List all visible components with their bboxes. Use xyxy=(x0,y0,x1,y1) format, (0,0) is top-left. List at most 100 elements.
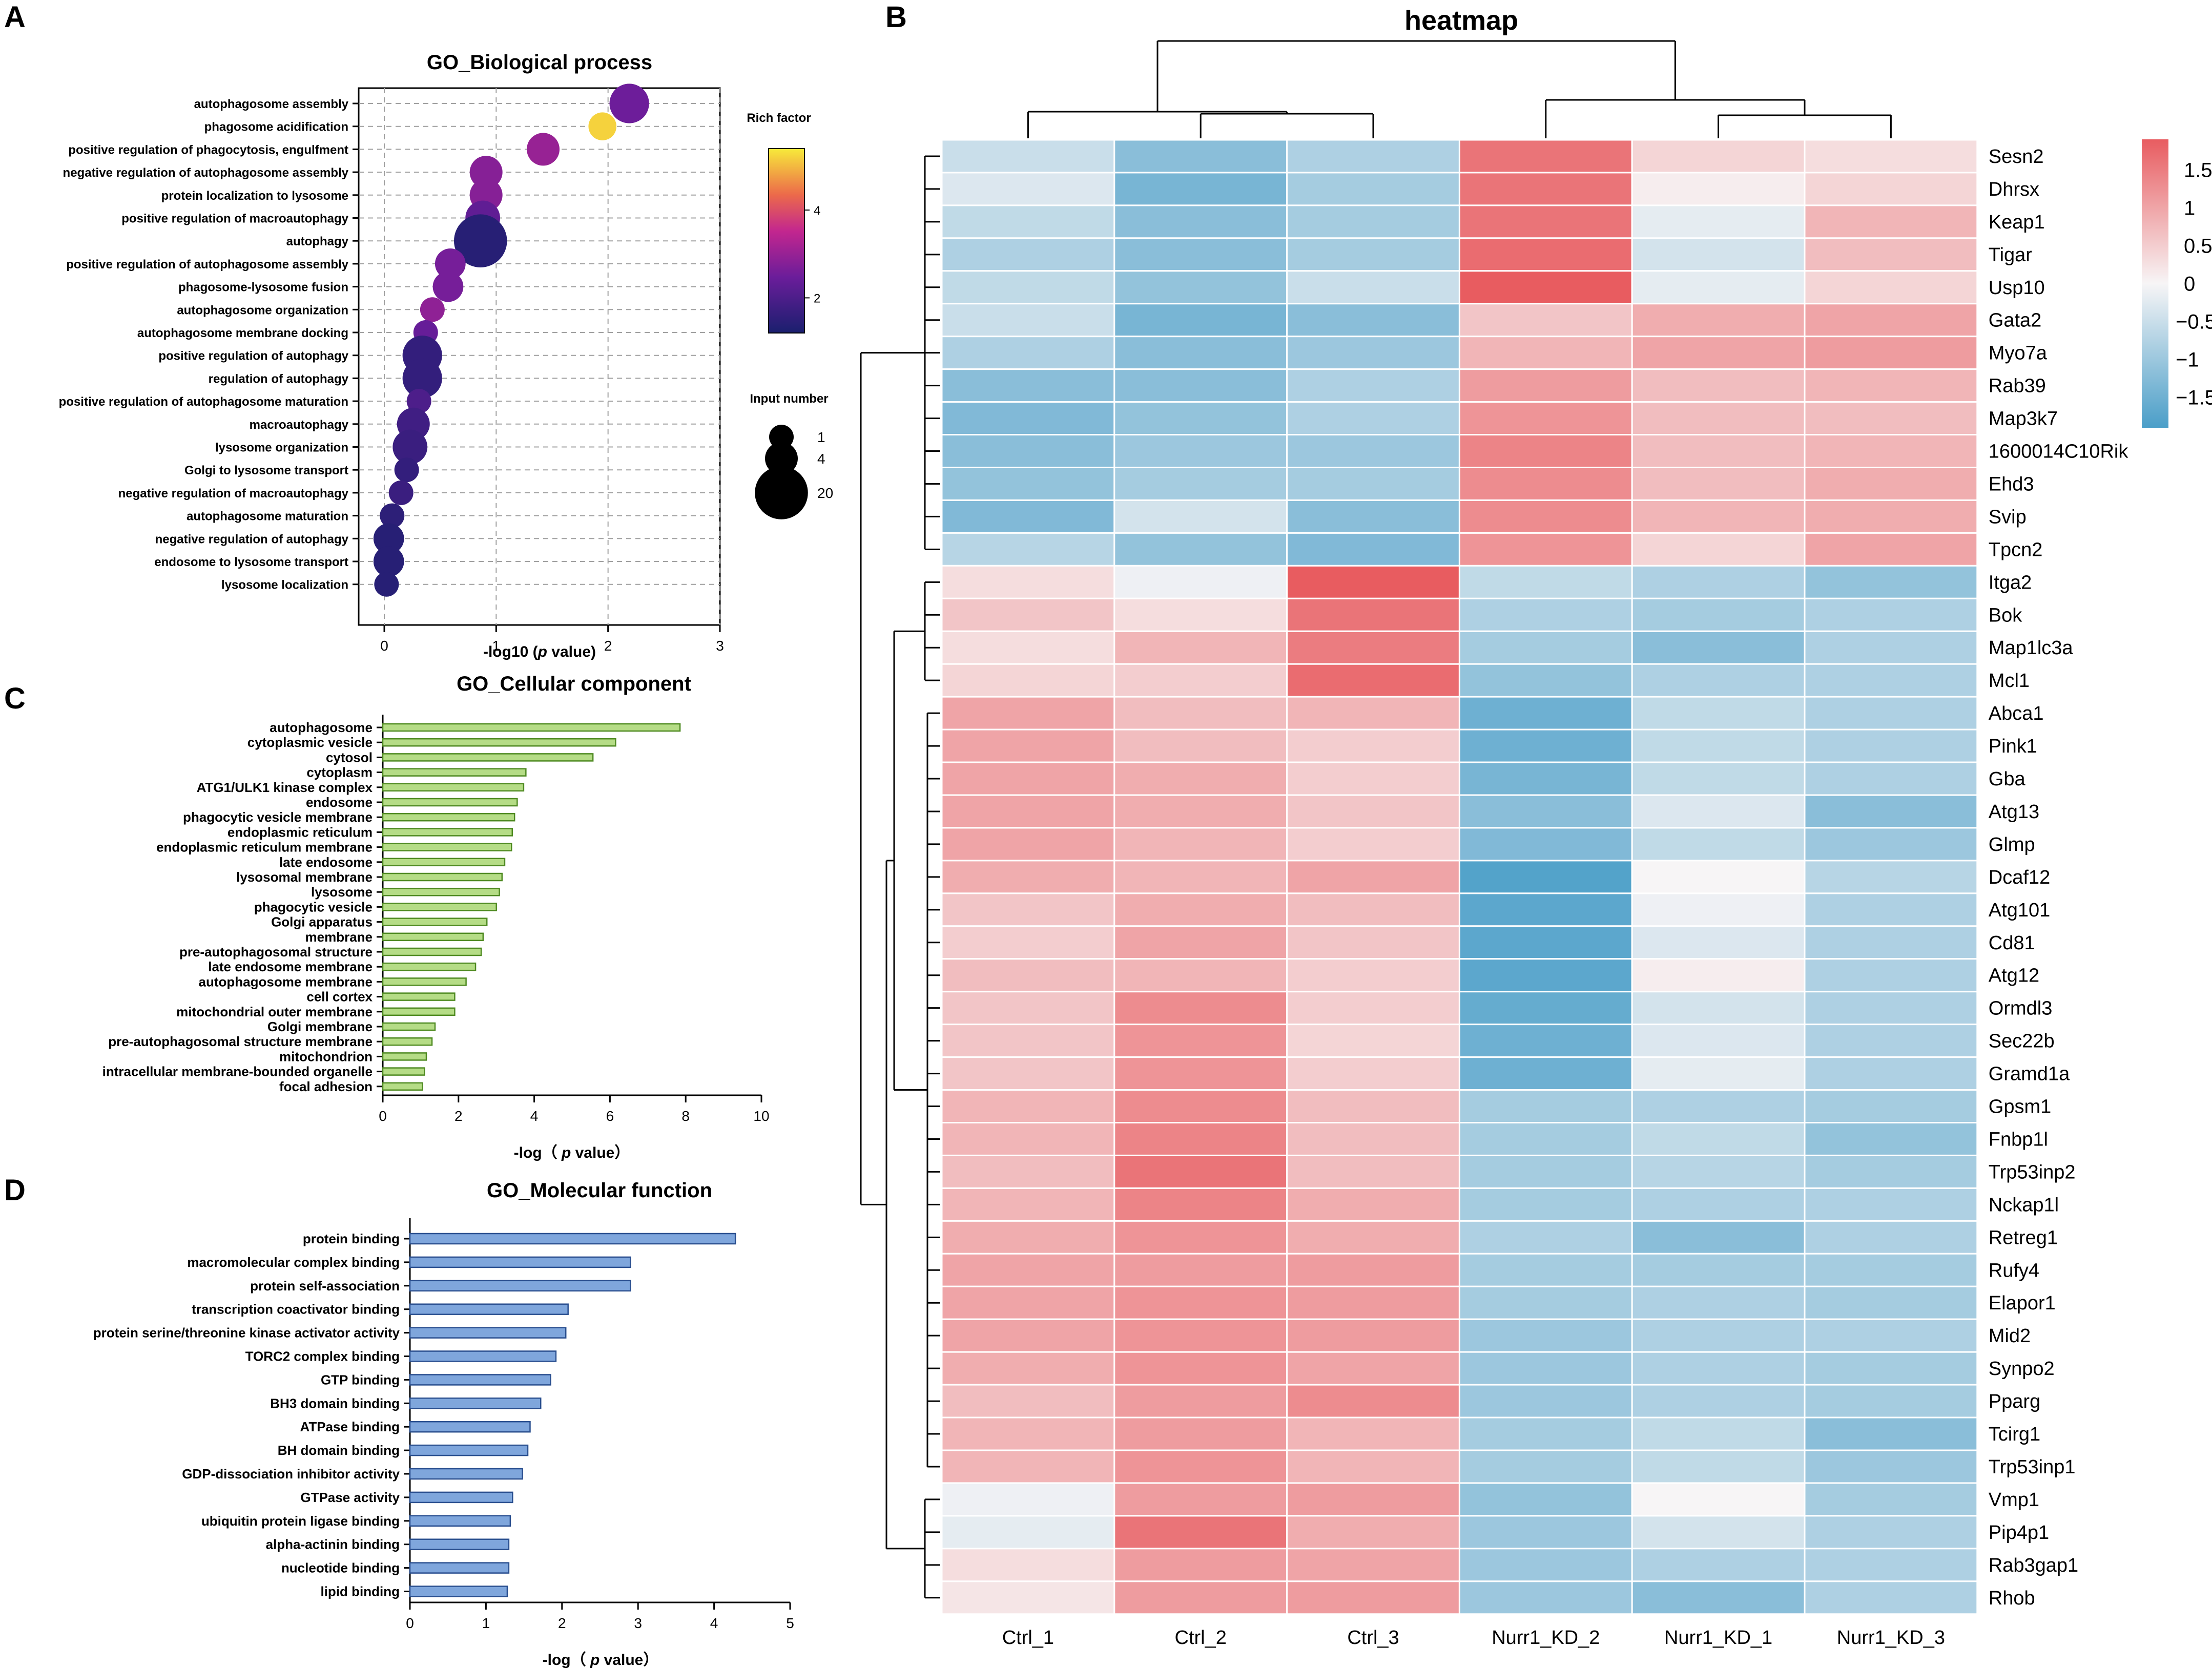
heatmap-row-label: Myo7a xyxy=(1989,343,2048,364)
bp-bubble xyxy=(402,358,442,399)
heatmap-cell xyxy=(1804,1154,1978,1189)
heatmap-cell xyxy=(1631,532,1806,567)
heatmap-cell xyxy=(1631,1515,1806,1550)
heatmap-cell xyxy=(1804,270,1978,305)
heatmap-cell xyxy=(1286,1548,1460,1582)
heatmap-column-label: Nurr1_KD_1 xyxy=(1664,1627,1772,1649)
mf-category-label: GTP binding xyxy=(321,1372,400,1387)
cc-xtick-label: 4 xyxy=(530,1108,539,1124)
mf-xtick-label: 3 xyxy=(634,1615,642,1631)
cc-bar xyxy=(382,723,681,732)
heatmap-cell xyxy=(1286,925,1460,960)
heatmap-cell xyxy=(1631,467,1806,501)
heatmap-cell xyxy=(1458,434,1633,468)
heatmap-cell xyxy=(1458,728,1633,763)
heatmap-cell xyxy=(1631,1187,1806,1222)
mf-xtick-label: 5 xyxy=(786,1615,794,1631)
cc-category-label: autophagosome xyxy=(270,720,373,735)
heatmap-cell xyxy=(1113,1089,1288,1124)
heatmap-cell xyxy=(941,237,1115,272)
heatmap-row-label: Atg12 xyxy=(1989,965,2039,987)
heatmap-cell xyxy=(1113,630,1288,665)
mf-category-label: alpha-actinin binding xyxy=(266,1537,400,1552)
bp-category-label: negative regulation of autophagy xyxy=(155,532,349,546)
heatmap-cell xyxy=(1113,991,1288,1026)
heatmap-cell xyxy=(1113,1253,1288,1287)
cc-bar xyxy=(382,1067,425,1076)
heatmap-row-label: Gba xyxy=(1989,768,2026,790)
bp-category-label: macroautophagy xyxy=(250,418,349,432)
bp-bubble xyxy=(394,457,419,483)
heatmap-colorbar-tick-label: 0 xyxy=(2184,273,2195,296)
heatmap-cell xyxy=(1458,1154,1633,1189)
heatmap-cell xyxy=(1631,1449,1806,1484)
heatmap-row-label: Itga2 xyxy=(1989,572,2032,593)
panel-label-d: D xyxy=(4,1174,26,1207)
mf-title: GO_Molecular function xyxy=(487,1179,712,1202)
heatmap-row-label: Dcaf12 xyxy=(1989,867,2050,888)
heatmap-cell xyxy=(1286,1122,1460,1156)
heatmap-cell xyxy=(1631,1318,1806,1353)
heatmap-row-label: Keap1 xyxy=(1989,212,2045,233)
mf-xtick-label: 4 xyxy=(710,1615,718,1631)
cc-xtick-label: 2 xyxy=(454,1108,463,1124)
heatmap-cell xyxy=(1113,499,1288,534)
bp-bubble xyxy=(380,503,405,528)
heatmap-row-label: Gramd1a xyxy=(1989,1064,2070,1085)
cc-category-label: mitochondrion xyxy=(279,1049,373,1064)
heatmap-row-label: Bok xyxy=(1989,604,2022,626)
heatmap-cell xyxy=(1458,761,1633,796)
heatmap-row-label: Tpcn2 xyxy=(1989,539,2043,560)
heatmap-cell xyxy=(1804,368,1978,403)
heatmap-cell xyxy=(1631,1122,1806,1156)
heatmap-colorbar-tick-label: −1.5 xyxy=(2176,387,2212,409)
heatmap-row-label: Map1lc3a xyxy=(1989,637,2074,659)
cc-bar xyxy=(382,1037,433,1046)
heatmap-row-label: Ehd3 xyxy=(1989,473,2034,495)
mf-xlabel-prefix: -log（ xyxy=(543,1651,590,1668)
heatmap-cell xyxy=(1458,401,1633,436)
heatmap-cell xyxy=(1458,1056,1633,1091)
heatmap-cell xyxy=(941,139,1115,174)
heatmap-cell xyxy=(1286,499,1460,534)
bp-category-label: autophagosome maturation xyxy=(187,510,348,524)
heatmap-cell xyxy=(1458,1351,1633,1386)
bp-bubble xyxy=(392,429,428,465)
cc-bar xyxy=(382,1007,456,1016)
heatmap-cell xyxy=(1113,467,1288,501)
heatmap-cell xyxy=(1286,1253,1460,1287)
heatmap-cell xyxy=(1804,434,1978,468)
bp-category-label: autophagosome organization xyxy=(177,303,348,317)
heatmap-cell xyxy=(1631,1056,1806,1091)
heatmap-cell xyxy=(1631,1351,1806,1386)
heatmap-cell xyxy=(941,1122,1115,1156)
heatmap-cell xyxy=(1286,630,1460,665)
heatmap-cell xyxy=(941,827,1115,862)
heatmap-cell xyxy=(1804,728,1978,763)
heatmap-cell xyxy=(1113,237,1288,272)
heatmap-row-label: Sec22b xyxy=(1989,1031,2055,1052)
cc-xtick-label: 10 xyxy=(753,1108,769,1124)
heatmap-cell xyxy=(1286,270,1460,305)
mf-xtick-label: 0 xyxy=(406,1615,414,1631)
heatmap-cell xyxy=(1631,1482,1806,1517)
mf-category-label: protein self-association xyxy=(250,1278,400,1294)
heatmap-cell xyxy=(1113,401,1288,436)
heatmap-cell xyxy=(1804,630,1978,665)
heatmap-cell xyxy=(1286,1351,1460,1386)
heatmap-cell xyxy=(1804,1285,1978,1320)
heatmap-cell xyxy=(1286,368,1460,403)
heatmap-cell xyxy=(941,728,1115,763)
bp-category-label: Golgi to lysosome transport xyxy=(184,464,348,477)
heatmap-cell xyxy=(1286,204,1460,239)
heatmap-cell xyxy=(1286,1285,1460,1320)
cc-category-label: endosome xyxy=(306,795,373,810)
heatmap-cell xyxy=(1631,172,1806,206)
heatmap-cell xyxy=(1458,1580,1633,1615)
heatmap-cell xyxy=(1804,794,1978,829)
heatmap-row-label: Sesn2 xyxy=(1989,146,2044,168)
heatmap-cell xyxy=(1286,336,1460,370)
bp-xlabel-prefix: -log10 ( xyxy=(483,643,538,660)
heatmap-cell xyxy=(941,663,1115,698)
